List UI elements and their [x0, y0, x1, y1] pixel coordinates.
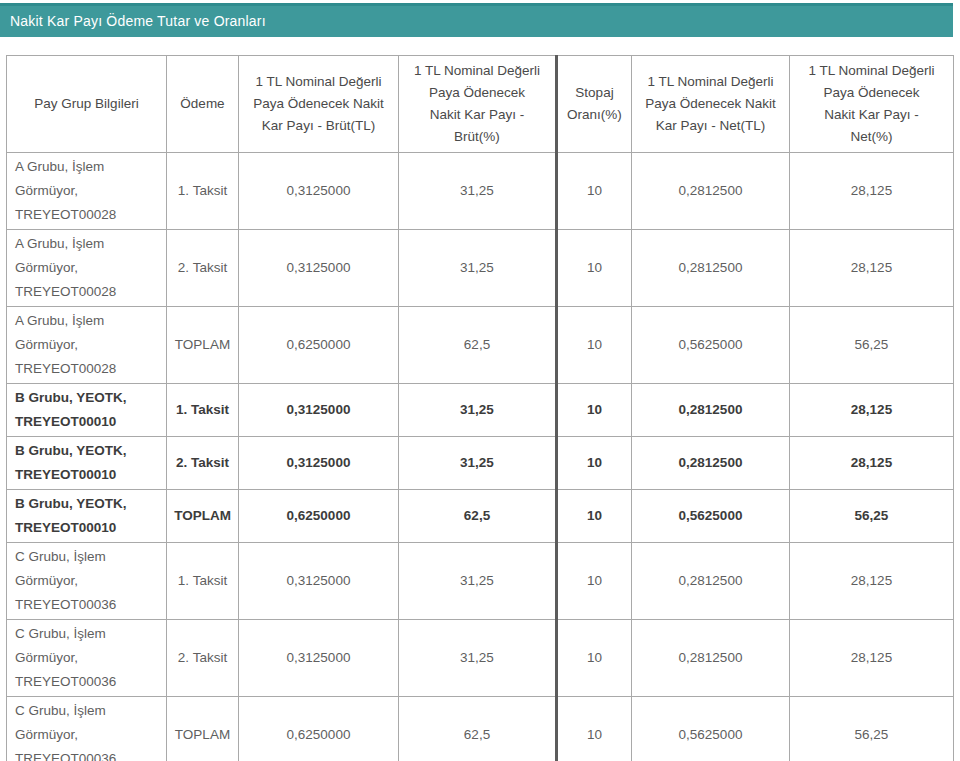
table-row: A Grubu, İşlem Görmüyor, TREYEOT00028TOP… — [7, 307, 954, 384]
table-row: B Grubu, YEOTK, TREYEOT00010TOPLAM0,6250… — [7, 490, 954, 543]
cell-gross-pct: 62,5 — [399, 307, 557, 384]
cell-net-tl: 0,2812500 — [632, 620, 790, 697]
cell-pay-group: C Grubu, İşlem Görmüyor, TREYEOT00036 — [7, 697, 167, 761]
cell-pay-group: A Grubu, İşlem Görmüyor, TREYEOT00028 — [7, 230, 167, 307]
cell-stopaj: 10 — [557, 697, 632, 761]
cell-net-pct: 56,25 — [790, 307, 954, 384]
cell-stopaj: 10 — [557, 620, 632, 697]
section-title-bar: Nakit Kar Payı Ödeme Tutar ve Oranları — [0, 3, 953, 37]
column-header-gross-tl: 1 TL Nominal Değerli Paya Ödenecek Nakit… — [239, 56, 399, 153]
column-header-net-tl: 1 TL Nominal Değerli Paya Ödenecek Nakit… — [632, 56, 790, 153]
table-row: C Grubu, İşlem Görmüyor, TREYEOT000361. … — [7, 543, 954, 620]
cell-gross-tl: 0,3125000 — [239, 620, 399, 697]
cell-net-pct: 56,25 — [790, 697, 954, 761]
cell-gross-tl: 0,6250000 — [239, 490, 399, 543]
cell-gross-pct: 62,5 — [399, 697, 557, 761]
cell-net-pct: 56,25 — [790, 490, 954, 543]
table-body: A Grubu, İşlem Görmüyor, TREYEOT000281. … — [7, 153, 954, 761]
cell-pay-group: A Grubu, İşlem Görmüyor, TREYEOT00028 — [7, 153, 167, 230]
column-header-net-pct: 1 TL Nominal Değerli Paya Ödenecek Nakit… — [790, 56, 954, 153]
cell-net-pct: 28,125 — [790, 230, 954, 307]
cell-stopaj: 10 — [557, 230, 632, 307]
cell-net-pct: 28,125 — [790, 620, 954, 697]
cell-gross-pct: 31,25 — [399, 543, 557, 620]
table-row: A Grubu, İşlem Görmüyor, TREYEOT000281. … — [7, 153, 954, 230]
column-header-pay-group: Pay Grup Bilgileri — [7, 56, 167, 153]
cell-net-tl: 0,2812500 — [632, 437, 790, 490]
column-header-odeme: Ödeme — [167, 56, 239, 153]
cell-gross-pct: 31,25 — [399, 384, 557, 437]
cell-pay-group: A Grubu, İşlem Görmüyor, TREYEOT00028 — [7, 307, 167, 384]
cell-odeme: 2. Taksit — [167, 620, 239, 697]
cell-stopaj: 10 — [557, 437, 632, 490]
cell-stopaj: 10 — [557, 153, 632, 230]
cell-gross-pct: 31,25 — [399, 153, 557, 230]
cell-net-tl: 0,5625000 — [632, 697, 790, 761]
cell-odeme: 1. Taksit — [167, 153, 239, 230]
cell-net-tl: 0,5625000 — [632, 490, 790, 543]
cell-stopaj: 10 — [557, 543, 632, 620]
cell-gross-tl: 0,6250000 — [239, 307, 399, 384]
cell-stopaj: 10 — [557, 384, 632, 437]
cell-odeme: TOPLAM — [167, 307, 239, 384]
cell-net-pct: 28,125 — [790, 384, 954, 437]
cell-net-tl: 0,2812500 — [632, 384, 790, 437]
table-row: B Grubu, YEOTK, TREYEOT000102. Taksit0,3… — [7, 437, 954, 490]
header-row: Pay Grup BilgileriÖdeme1 TL Nominal Değe… — [7, 56, 954, 153]
cell-net-pct: 28,125 — [790, 437, 954, 490]
cell-net-tl: 0,2812500 — [632, 153, 790, 230]
cell-odeme: 2. Taksit — [167, 230, 239, 307]
cell-gross-pct: 31,25 — [399, 230, 557, 307]
column-header-gross-pct: 1 TL Nominal Değerli Paya Ödenecek Nakit… — [399, 56, 557, 153]
dividend-table: Pay Grup BilgileriÖdeme1 TL Nominal Değe… — [6, 55, 954, 761]
cell-pay-group: C Grubu, İşlem Görmüyor, TREYEOT00036 — [7, 543, 167, 620]
cell-stopaj: 10 — [557, 490, 632, 543]
cell-gross-tl: 0,3125000 — [239, 543, 399, 620]
section-title: Nakit Kar Payı Ödeme Tutar ve Oranları — [10, 13, 266, 29]
cell-pay-group: B Grubu, YEOTK, TREYEOT00010 — [7, 490, 167, 543]
cell-pay-group: B Grubu, YEOTK, TREYEOT00010 — [7, 437, 167, 490]
cell-stopaj: 10 — [557, 307, 632, 384]
cell-gross-tl: 0,3125000 — [239, 384, 399, 437]
cell-odeme: 1. Taksit — [167, 384, 239, 437]
cell-gross-pct: 31,25 — [399, 437, 557, 490]
cell-net-tl: 0,2812500 — [632, 543, 790, 620]
cell-net-tl: 0,5625000 — [632, 307, 790, 384]
cell-gross-tl: 0,3125000 — [239, 153, 399, 230]
cell-odeme: 1. Taksit — [167, 543, 239, 620]
cell-gross-tl: 0,6250000 — [239, 697, 399, 761]
table-row: A Grubu, İşlem Görmüyor, TREYEOT000282. … — [7, 230, 954, 307]
table-row: C Grubu, İşlem Görmüyor, TREYEOT000362. … — [7, 620, 954, 697]
cell-gross-pct: 31,25 — [399, 620, 557, 697]
cell-net-pct: 28,125 — [790, 543, 954, 620]
cell-pay-group: B Grubu, YEOTK, TREYEOT00010 — [7, 384, 167, 437]
cell-odeme: TOPLAM — [167, 490, 239, 543]
column-header-stopaj: Stopaj Oranı(%) — [557, 56, 632, 153]
table-row: C Grubu, İşlem Görmüyor, TREYEOT00036TOP… — [7, 697, 954, 761]
cell-gross-pct: 62,5 — [399, 490, 557, 543]
cell-pay-group: C Grubu, İşlem Görmüyor, TREYEOT00036 — [7, 620, 167, 697]
cell-net-tl: 0,2812500 — [632, 230, 790, 307]
cell-gross-tl: 0,3125000 — [239, 437, 399, 490]
cell-odeme: 2. Taksit — [167, 437, 239, 490]
table-row: B Grubu, YEOTK, TREYEOT000101. Taksit0,3… — [7, 384, 954, 437]
cell-net-pct: 28,125 — [790, 153, 954, 230]
cell-odeme: TOPLAM — [167, 697, 239, 761]
cell-gross-tl: 0,3125000 — [239, 230, 399, 307]
